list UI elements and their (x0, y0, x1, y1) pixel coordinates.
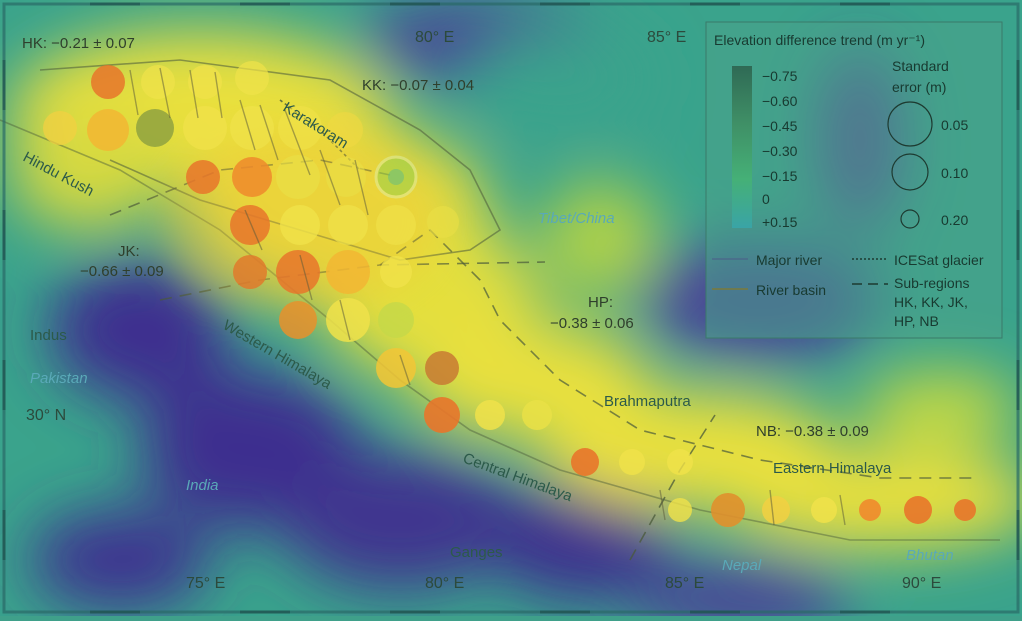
glacier-dot (235, 61, 269, 95)
glacier-dot (230, 205, 270, 245)
glacier-dot (276, 250, 320, 294)
se-circle (900, 209, 920, 229)
trend-colorbar (732, 66, 752, 228)
glacier-dot (278, 106, 322, 150)
glacier-dot (668, 498, 692, 522)
place-tibet: Tibet/China (538, 210, 615, 227)
glacier-dot (136, 109, 174, 147)
legend-subregions: HP, NB (894, 313, 939, 329)
lon-label-bottom: 75° E (186, 575, 225, 592)
lat-label: 30° N (26, 407, 66, 424)
legend-title: Elevation difference trend (m yr⁻¹) (714, 32, 925, 48)
region-hk-label: HK: −0.21 ± 0.07 (22, 35, 135, 52)
se-value: 0.20 (941, 212, 968, 228)
glacier-dot (711, 493, 745, 527)
glacier-dot (279, 301, 317, 339)
glacier-dot (326, 250, 370, 294)
glacier-dot (327, 112, 363, 148)
glacier-dot (522, 400, 552, 430)
se-title: Standard (892, 58, 949, 74)
glacier-dot (280, 205, 320, 245)
glacier-dot (43, 111, 77, 145)
glacier-dot (141, 65, 175, 99)
glacier-dot (667, 449, 693, 475)
legend-major-river: Major river (756, 252, 822, 268)
place-brahmaputra: Brahmaputra (604, 393, 691, 410)
glacier-dot (619, 449, 645, 475)
place-indus: Indus (30, 327, 67, 344)
glacier-dot (376, 348, 416, 388)
glacier-dot (378, 302, 414, 338)
trend-tick: −0.45 (762, 118, 798, 134)
map-legend: Elevation difference trend (m yr⁻¹) −0.7… (705, 21, 1003, 339)
se-circle (887, 101, 933, 147)
trend-tick: −0.75 (762, 68, 798, 84)
glacier-dot (326, 298, 370, 342)
glacier-dot (425, 351, 459, 385)
place-ganges: Ganges (450, 544, 503, 561)
glacier-dot (276, 155, 320, 199)
place-pakistan: Pakistan (30, 370, 88, 387)
lon-label-bottom: 90° E (902, 575, 941, 592)
glacier-dot (388, 169, 404, 185)
glacier-dot (571, 448, 599, 476)
glacier-dot (91, 65, 125, 99)
glacier-dot (230, 106, 274, 150)
lon-label-top: 85° E (647, 29, 686, 46)
place-nepal: Nepal (722, 557, 762, 574)
lon-label-bottom: 80° E (425, 575, 464, 592)
glacier-trend-dots (43, 61, 976, 527)
region-hp-value: −0.38 ± 0.06 (550, 315, 634, 332)
se-value: 0.10 (941, 165, 968, 181)
region-nb-label: NB: −0.38 ± 0.09 (756, 423, 869, 440)
lon-label-top: 80° E (415, 29, 454, 46)
glacier-dot (233, 255, 267, 289)
legend-subregions: Sub-regions (894, 275, 970, 291)
glacier-dot (376, 205, 416, 245)
glacier-dot (232, 157, 272, 197)
region-jk-label: JK: (118, 243, 140, 260)
legend-river-basin: River basin (756, 282, 826, 298)
region-jk-value: −0.66 ± 0.09 (80, 263, 164, 280)
glacier-dot (904, 496, 932, 524)
lon-label-bottom: 85° E (665, 575, 704, 592)
se-circle (891, 153, 929, 191)
glacier-dot (326, 157, 366, 197)
glacier-dot (427, 206, 459, 238)
glacier-dot (954, 499, 976, 521)
se-value: 0.05 (941, 117, 968, 133)
place-eastern-himalaya: Eastern Himalaya (773, 460, 892, 477)
region-kk-label: KK: −0.07 ± 0.04 (362, 77, 474, 94)
glacier-dot (328, 205, 368, 245)
glacier-dot (183, 106, 227, 150)
place-india: India (186, 477, 219, 494)
glacier-dot (811, 497, 837, 523)
glacier-dot (186, 160, 220, 194)
glacier-dot (380, 256, 412, 288)
trend-tick: −0.15 (762, 168, 798, 184)
se-title: error (m) (892, 79, 946, 95)
legend-icesat: ICESat glacier (894, 252, 984, 268)
region-hp-label: HP: (588, 294, 613, 311)
legend-subregions: HK, KK, JK, (894, 294, 968, 310)
icesat-tracks (129, 67, 846, 526)
trend-tick: −0.30 (762, 143, 798, 159)
glacier-dot (475, 400, 505, 430)
trend-tick: −0.60 (762, 93, 798, 109)
glacier-dot (762, 496, 790, 524)
glacier-dot (188, 65, 222, 99)
glacier-dot (859, 499, 881, 521)
glacier-dot (87, 109, 129, 151)
trend-tick: 0 (762, 191, 770, 207)
place-bhutan: Bhutan (906, 547, 954, 564)
glacier-dot (424, 397, 460, 433)
trend-tick: +0.15 (762, 214, 798, 230)
